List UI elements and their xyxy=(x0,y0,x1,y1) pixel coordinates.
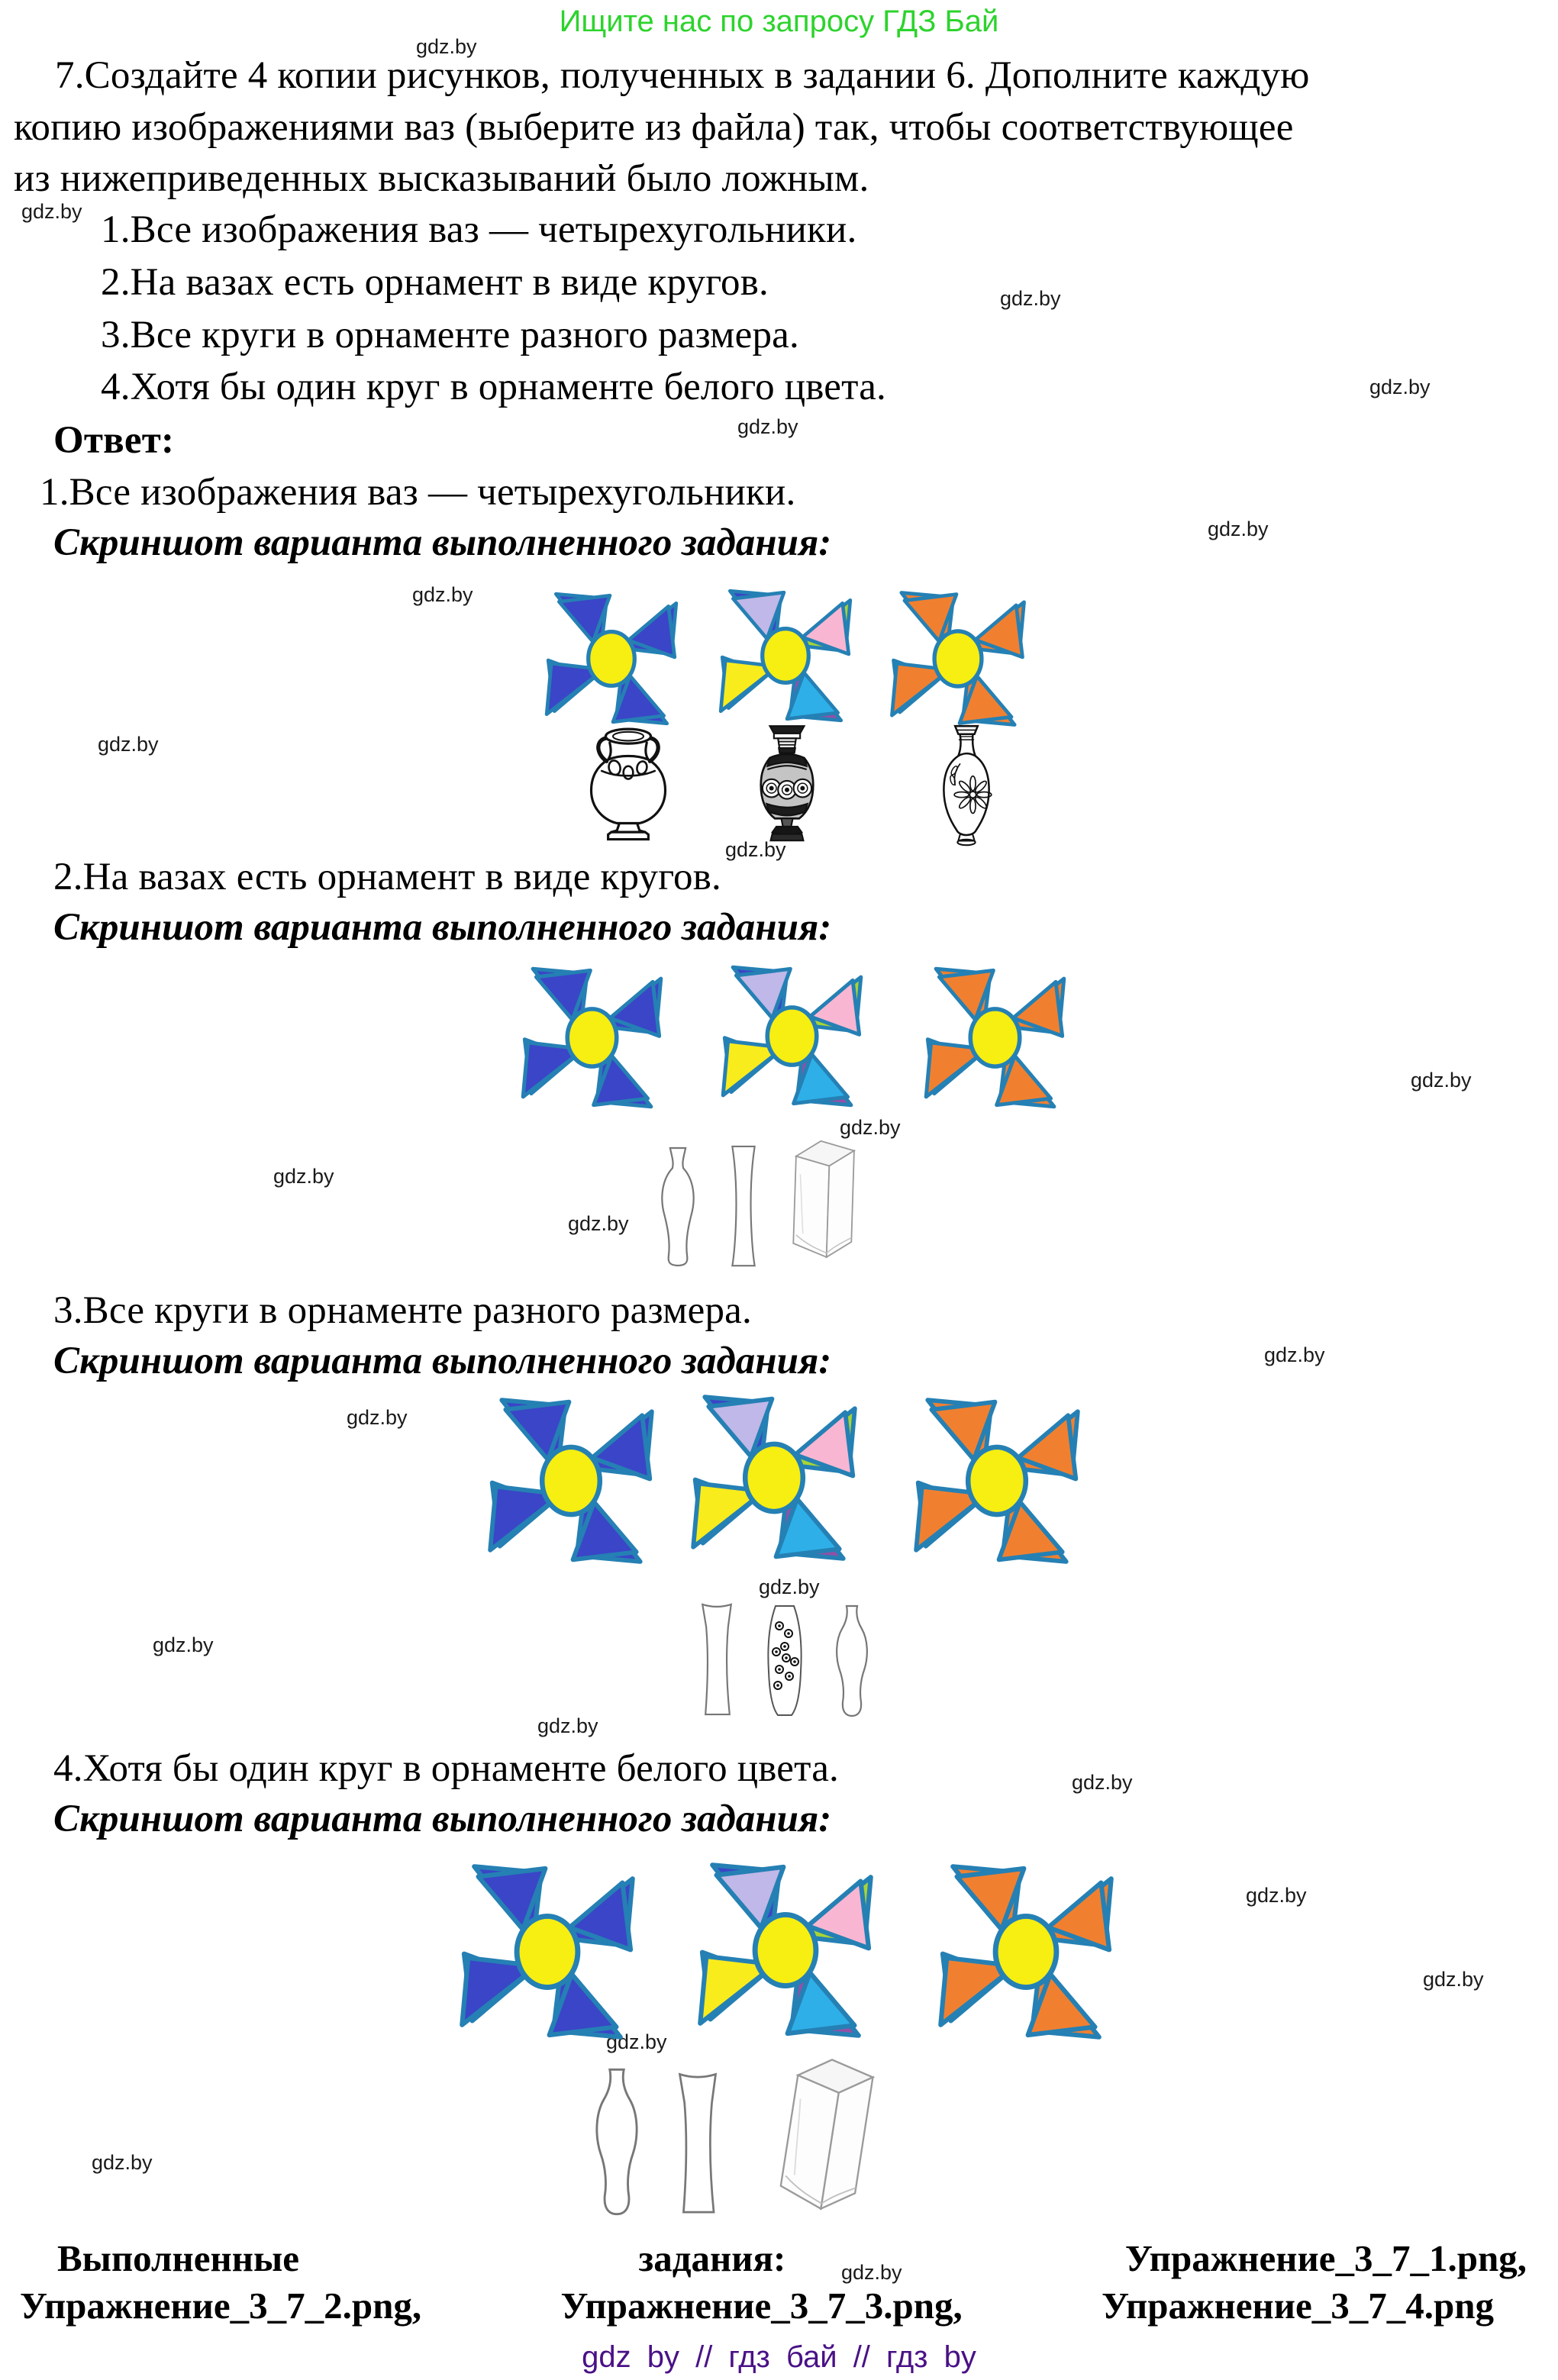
pinwheel-multicolor-image xyxy=(710,954,874,1118)
watermark: gdz.by xyxy=(1208,518,1269,540)
task-line: из нижеприведенных высказываний было лож… xyxy=(14,157,869,200)
watermark: gdz.by xyxy=(1000,287,1061,310)
watermark: gdz.by xyxy=(840,1116,901,1139)
watermark: gdz.by xyxy=(347,1406,408,1429)
task-statement-3: 3.Все круги в орнаменте разного размера. xyxy=(101,314,799,356)
watermark: gdz.by xyxy=(537,1714,598,1737)
watermark: gdz.by xyxy=(568,1212,629,1235)
vase-curvy-bottle-image xyxy=(588,2066,646,2218)
vase-curvy-bottle-image xyxy=(824,1603,879,1719)
pinwheel-multicolor-image xyxy=(684,1849,887,2052)
completed-file: Упражнение_3_7_3.png, xyxy=(560,2285,963,2327)
vase-straight-outline-image xyxy=(725,1143,762,1270)
section3-statement: 3.Все круги в орнаменте разного размера. xyxy=(53,1289,752,1332)
watermark: gdz.by xyxy=(759,1575,820,1598)
watermark: gdz.by xyxy=(92,2151,153,2174)
completed-file: Упражнение_3_7_4.png xyxy=(1102,2285,1494,2327)
watermark: gdz.by xyxy=(1369,376,1431,398)
section2-caption: Скриншот варианта выполненного задания: xyxy=(53,906,832,949)
section4-caption: Скриншот варианта выполненного задания: xyxy=(53,1798,832,1840)
vase-glass-box-image xyxy=(769,2043,886,2224)
vase-amphora-image xyxy=(584,725,673,847)
vase-floral-image xyxy=(930,724,1003,849)
watermark: gdz.by xyxy=(153,1633,214,1656)
pinwheel-orange-image xyxy=(879,580,1037,737)
completed-word: Выполненные xyxy=(57,2237,299,2279)
watermark: gdz.by xyxy=(21,200,82,223)
pinwheel-blue-image xyxy=(446,1850,649,2053)
watermark: gdz.by xyxy=(725,838,786,861)
section2-statement: 2.На вазах есть орнамент в виде кругов. xyxy=(53,856,721,898)
pinwheel-blue-image xyxy=(510,956,674,1120)
vase-flared-outline-image xyxy=(691,1600,743,1721)
task-statement-1: 1.Все изображения ваз — четырехугольники… xyxy=(101,208,857,251)
site-footer: gdz by // гдз бай // гдз by xyxy=(582,2340,976,2374)
watermark: gdz.by xyxy=(412,583,473,606)
watermark: gdz.by xyxy=(1264,1343,1325,1366)
pinwheel-orange-image xyxy=(901,1385,1093,1577)
pinwheel-blue-image xyxy=(534,582,689,736)
completed-word: задания: xyxy=(638,2237,786,2279)
completed-file: Упражнение_3_7_1.png, xyxy=(1124,2237,1527,2279)
vase-dotted-image xyxy=(754,1603,815,1719)
task-statement-2: 2.На вазах есть орнамент в виде кругов. xyxy=(101,261,769,304)
pinwheel-blue-image xyxy=(475,1385,667,1577)
section1-statement: 1.Все изображения ваз — четырехугольники… xyxy=(40,471,796,514)
watermark: gdz.by xyxy=(1411,1069,1472,1092)
watermark: gdz.by xyxy=(737,415,798,438)
watermark: gdz.by xyxy=(98,733,159,756)
section3-caption: Скриншот варианта выполненного задания: xyxy=(53,1340,832,1382)
vase-ornate-image xyxy=(756,724,818,850)
task-line: копию изображениями ваз (выберите из фай… xyxy=(14,106,1294,149)
completed-file: Упражнение_3_7_2.png, xyxy=(20,2285,422,2327)
section1-caption: Скриншот варианта выполненного задания: xyxy=(53,521,832,564)
promo-banner: Ищите нас по запросу ГДЗ Бай xyxy=(559,5,999,38)
watermark: gdz.by xyxy=(841,2261,902,2284)
completed-files-line2: Упражнение_3_7_2.png, Упражнение_3_7_3.p… xyxy=(20,2284,1494,2327)
watermark: gdz.by xyxy=(1072,1771,1133,1794)
task-statement-4: 4.Хотя бы один круг в орнаменте белого ц… xyxy=(101,366,886,408)
vase-glass-box-image xyxy=(785,1133,864,1264)
task-line: 7.Создайте 4 копии рисунков, полученных … xyxy=(55,54,1310,97)
pinwheel-multicolor-image xyxy=(708,579,863,733)
watermark: gdz.by xyxy=(416,35,477,58)
watermark: gdz.by xyxy=(1246,1884,1307,1907)
pinwheel-orange-image xyxy=(913,956,1077,1120)
pinwheel-multicolor-image xyxy=(678,1382,870,1574)
section4-statement: 4.Хотя бы один круг в орнаменте белого ц… xyxy=(53,1747,839,1790)
answer-label: Ответ: xyxy=(53,419,175,462)
completed-files-line1: Выполненные задания: Упражнение_3_7_1.pn… xyxy=(57,2236,1527,2280)
pinwheel-orange-image xyxy=(924,1850,1127,2053)
watermark: gdz.by xyxy=(1423,1968,1484,1991)
vase-curvy-outline-image xyxy=(655,1145,701,1269)
watermark: gdz.by xyxy=(273,1165,334,1188)
vase-flared-outline-image xyxy=(673,2069,722,2220)
